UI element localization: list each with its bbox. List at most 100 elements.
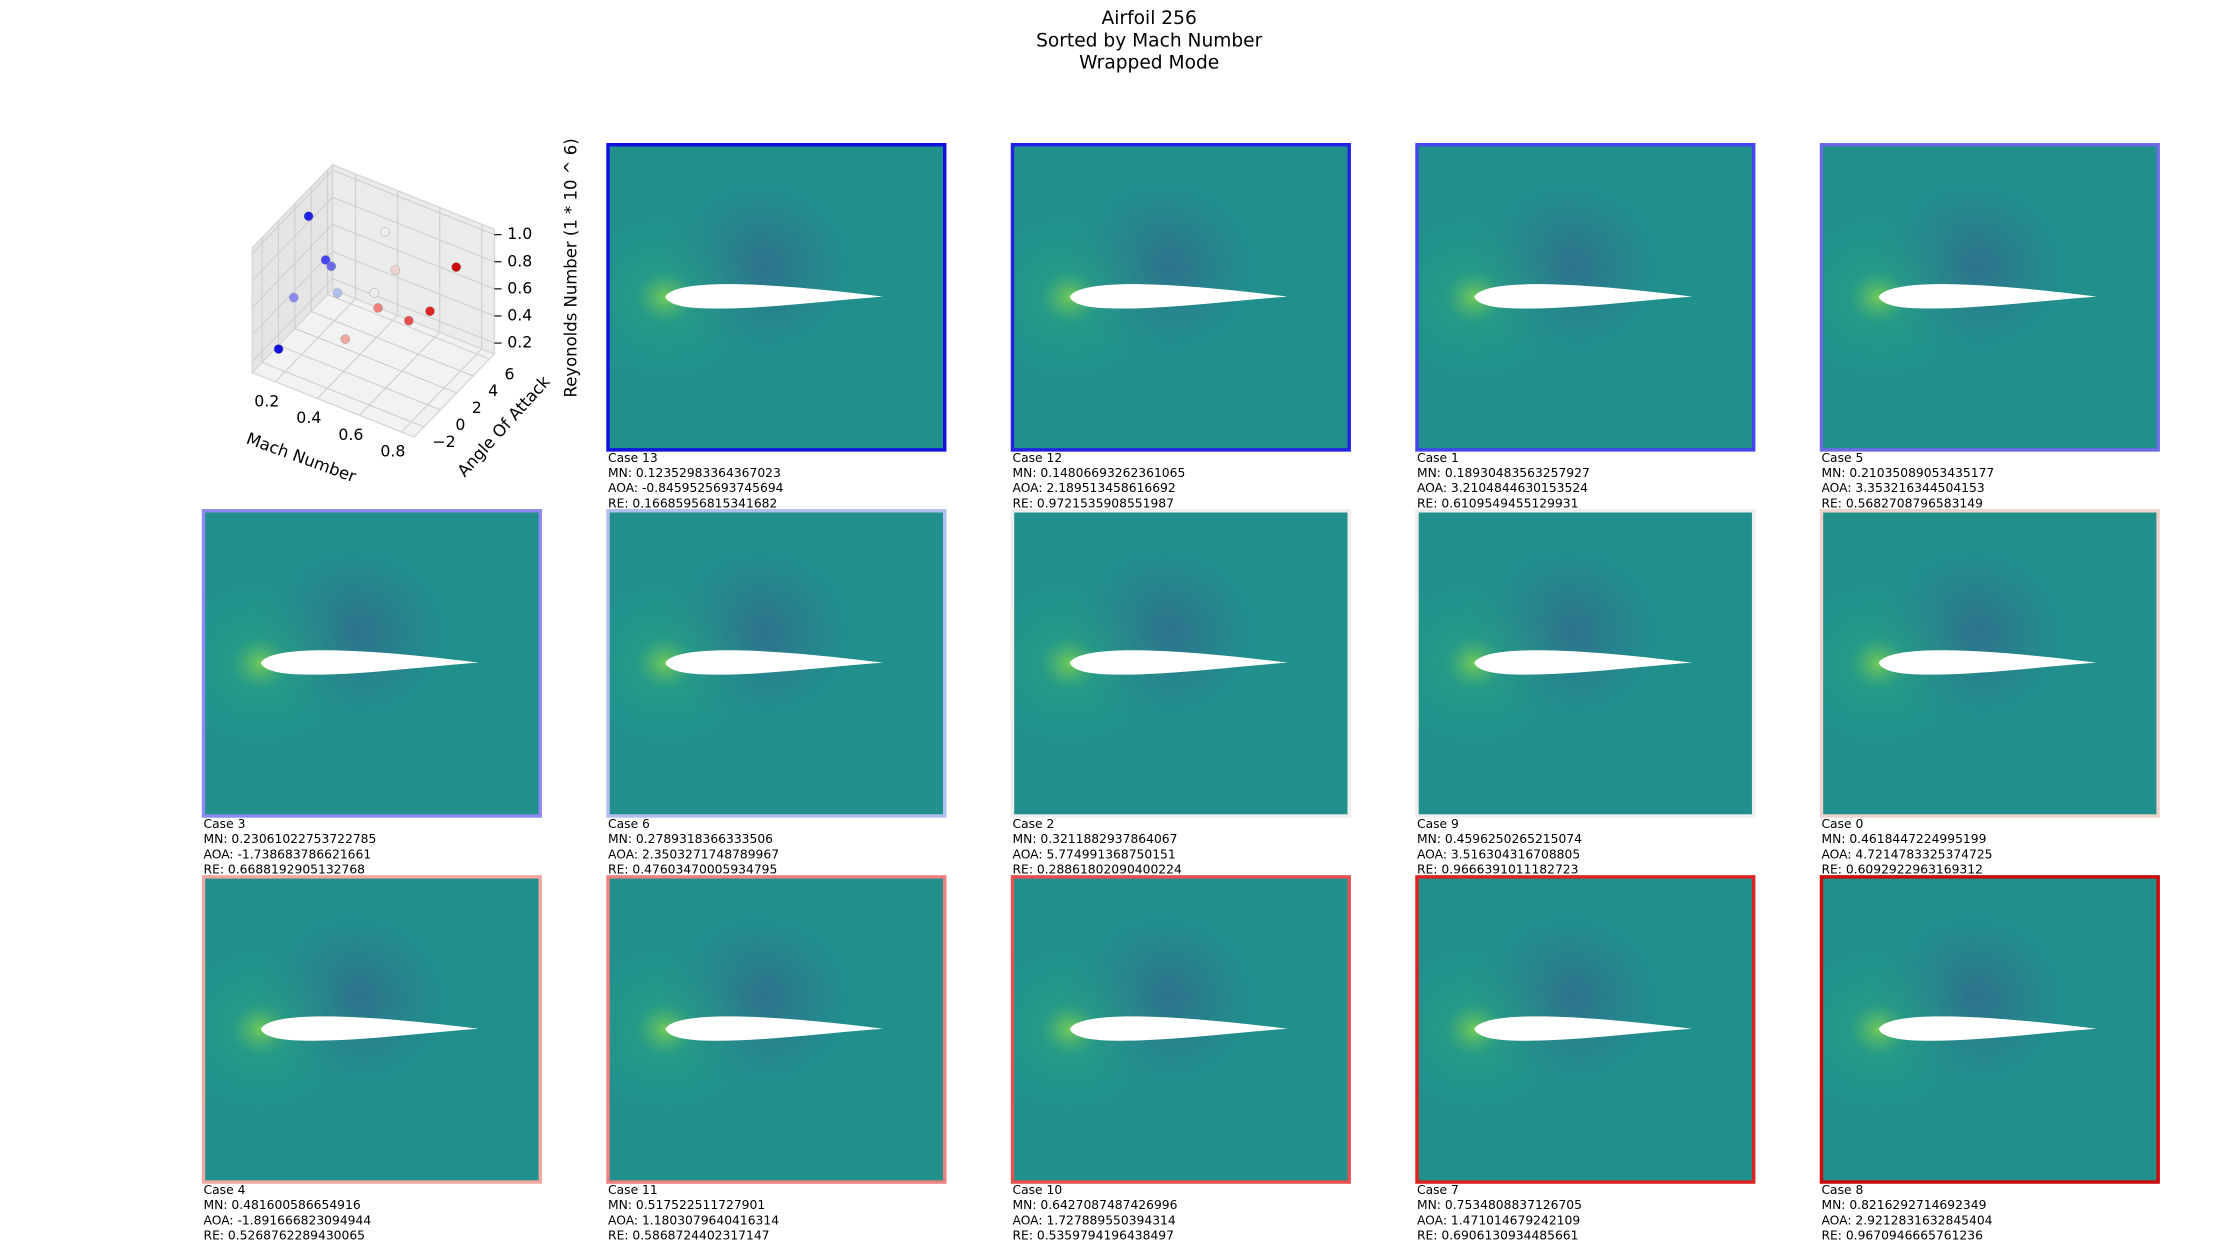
grid-line: [251, 223, 333, 308]
z-axis-label: Reyonolds Number (1 * 10 ^ 6): [561, 138, 580, 397]
airfoil: [260, 650, 479, 675]
case-line: RE: 0.6688192905132768: [204, 862, 365, 876]
point: [451, 262, 462, 272]
case-line: MN: 0.14806693262361065: [1012, 466, 1185, 480]
case-line: MN: 0.4596250265215074: [1417, 832, 1582, 846]
case-line: MN: 0.21035089053435177: [1821, 466, 1994, 480]
panel-border: [201, 509, 542, 818]
case-line: AOA: -1.891666823094944: [204, 1213, 372, 1227]
case-line: RE: 0.5868724402317147: [608, 1229, 769, 1243]
case-line: AOA: -0.8459525693745694: [608, 481, 784, 495]
grid-line: [261, 361, 425, 428]
case-line: MN: 0.18930483563257927: [1417, 466, 1590, 480]
point: [373, 303, 383, 313]
grid-line: [310, 310, 474, 377]
case-line: AOA: 3.353216344504153: [1821, 481, 1984, 495]
case-title: Case 11: [608, 1183, 658, 1197]
grid-line: [327, 293, 490, 360]
case-line: RE: 0.28861802090400224: [1012, 862, 1181, 876]
grid-line: [359, 331, 441, 416]
point: [326, 261, 337, 272]
case-title: Case 2: [1012, 817, 1054, 831]
grid-line: [332, 223, 495, 290]
grid-line: [251, 169, 333, 254]
title-line: Airfoil 256: [1102, 8, 1197, 29]
point: [369, 288, 380, 298]
grid-line: [251, 278, 333, 363]
case-line: RE: 0.6109549455129931: [1417, 496, 1578, 510]
z-tick-label: 0.2: [507, 333, 532, 352]
case-title: Case 12: [1012, 451, 1062, 465]
point: [332, 288, 343, 298]
case-line: RE: 0.5359794196438497: [1012, 1229, 1173, 1243]
airfoil: [1069, 284, 1288, 309]
case-title: Case 0: [1821, 817, 1863, 831]
point: [288, 292, 299, 303]
grid-line: [332, 278, 495, 344]
airfoil: [665, 1016, 884, 1041]
y-tick-label: −2: [432, 432, 455, 451]
case-line: MN: 0.2789318366333506: [608, 832, 773, 846]
grid-line: [401, 348, 483, 433]
x-tick-label: 0.2: [254, 391, 279, 410]
case-line: MN: 0.8216292714692349: [1821, 1198, 1986, 1212]
panel-border: [201, 875, 542, 1184]
y-tick-label: 2: [472, 398, 482, 417]
case-line: MN: 0.4618447224995199: [1821, 832, 1986, 846]
case-line: AOA: -1.738683786621661: [204, 847, 372, 861]
title-line: Wrapped Mode: [1079, 53, 1219, 74]
airfoil: [1878, 650, 2097, 675]
grid-line: [332, 250, 495, 317]
case-line: MN: 0.12352983364367023: [608, 466, 781, 480]
y-tick-label: 0: [455, 415, 465, 434]
airfoil: [1474, 284, 1693, 309]
case-line: MN: 0.7534808837126705: [1417, 1198, 1582, 1212]
point: [380, 227, 390, 237]
panel-border: [606, 509, 947, 818]
point: [425, 306, 435, 316]
panel-border: [1010, 142, 1351, 452]
case-line: AOA: 3.2104844630153524: [1417, 481, 1588, 495]
case-title: Case 7: [1417, 1183, 1459, 1197]
airfoil: [665, 650, 884, 675]
case-title: Case 1: [1417, 451, 1459, 465]
case-line: RE: 0.9666391011182723: [1417, 862, 1578, 876]
case-line: MN: 0.6427087487426996: [1012, 1198, 1177, 1212]
point: [320, 255, 331, 265]
point: [303, 211, 314, 222]
panel-border: [606, 142, 947, 452]
y-tick-label: 6: [505, 364, 515, 383]
x-tick-label: 0.8: [380, 442, 405, 461]
y-tick-label: 4: [488, 381, 498, 400]
panel-border: [1415, 142, 1756, 452]
point: [340, 334, 351, 344]
case-line: RE: 0.6906130934485661: [1417, 1229, 1578, 1243]
airfoil: [260, 1016, 479, 1041]
case-line: AOA: 1.471014679242109: [1417, 1213, 1580, 1227]
airfoil: [1878, 1016, 2097, 1041]
case-line: AOA: 1.727889550394314: [1012, 1213, 1175, 1227]
z-tick-label: 0.8: [507, 251, 532, 270]
case-line: RE: 0.16685956815341682: [608, 496, 777, 510]
y-axis-label: Angle Of Attack: [454, 372, 555, 481]
case-line: MN: 0.3211882937864067: [1012, 832, 1177, 846]
case-title: Case 10: [1012, 1183, 1062, 1197]
case-title: Case 13: [608, 451, 658, 465]
grid-line: [317, 314, 399, 399]
